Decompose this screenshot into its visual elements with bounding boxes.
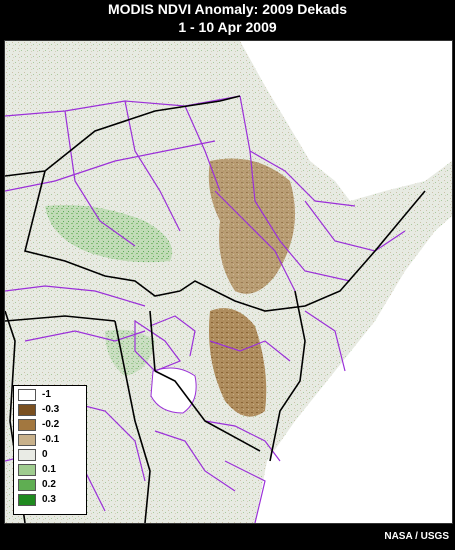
map-title-block: MODIS NDVI Anomaly: 2009 Dekads 1 - 10 A…	[0, 0, 455, 40]
legend-swatch	[18, 494, 36, 506]
legend-label: 0	[42, 449, 48, 460]
map-title: MODIS NDVI Anomaly: 2009 Dekads	[107, 1, 348, 17]
legend-label: -0.3	[42, 404, 60, 415]
legend-item: 0.2	[18, 478, 56, 492]
legend-label: 0.2	[42, 479, 56, 490]
legend-item: -0.2	[18, 418, 59, 432]
ethiopia-dry-anomaly	[208, 158, 295, 294]
uganda-wet-anomaly	[105, 329, 155, 376]
kenya-dry-anomaly	[209, 308, 267, 417]
legend-item: -1	[18, 388, 51, 402]
ndvi-anomaly-legend: -1 -0.3 -0.2 -0.1 0 0.1 0.2 0.3	[13, 385, 87, 515]
legend-swatch	[18, 479, 36, 491]
map-date-range: 1 - 10 Apr 2009	[178, 19, 277, 35]
national-boundaries	[5, 95, 426, 523]
legend-swatch	[18, 419, 36, 431]
admin-boundaries	[5, 95, 406, 523]
indian-ocean	[255, 216, 452, 523]
lake-victoria	[150, 367, 197, 414]
legend-swatch	[18, 434, 36, 446]
legend-item: 0	[18, 448, 48, 462]
legend-item: -0.3	[18, 403, 59, 417]
legend-item: 0.3	[18, 493, 56, 507]
legend-item: 0.1	[18, 463, 56, 477]
legend-label: -0.1	[42, 434, 60, 445]
legend-swatch	[18, 449, 36, 461]
legend-label: -1	[42, 389, 51, 400]
legend-label: 0.1	[42, 464, 56, 475]
legend-swatch	[18, 464, 36, 476]
legend-swatch	[18, 389, 36, 401]
legend-swatch	[18, 404, 36, 416]
red-sea	[240, 41, 452, 201]
sudan-wet-anomaly	[45, 205, 173, 263]
legend-label: 0.3	[42, 494, 56, 505]
legend-item: -0.1	[18, 433, 59, 447]
credit-label: NASA / USGS	[384, 531, 449, 542]
legend-label: -0.2	[42, 419, 60, 430]
